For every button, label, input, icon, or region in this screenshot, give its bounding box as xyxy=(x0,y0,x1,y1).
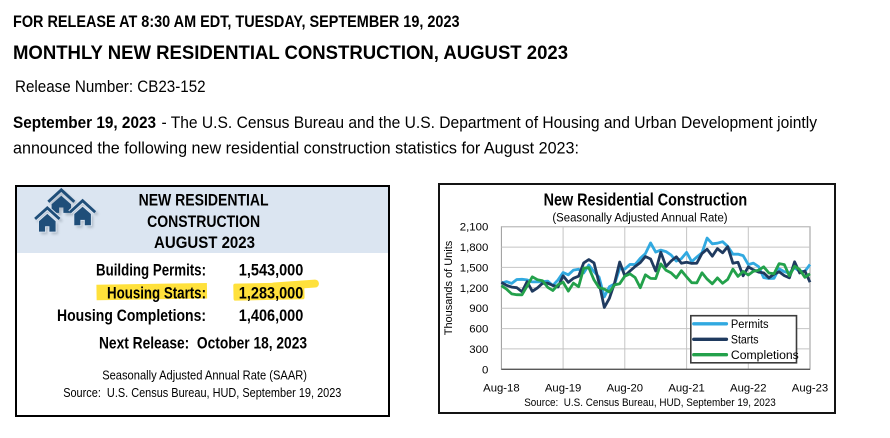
svg-text:Thousands of Units: Thousands of Units xyxy=(443,240,455,335)
svg-text:Next Release: October 18, 202: Next Release: October 18, 2023 xyxy=(99,335,307,353)
svg-text:Housing Completions:: Housing Completions: xyxy=(57,307,206,325)
svg-text:NEW RESIDENTIAL: NEW RESIDENTIAL xyxy=(139,190,269,209)
svg-text:Aug-18: Aug-18 xyxy=(483,382,519,394)
svg-text:Starts: Starts xyxy=(731,333,759,347)
svg-text:(Seasonally Adjusted Annual Ra: (Seasonally Adjusted Annual Rate) xyxy=(552,210,727,224)
svg-text:Aug-20: Aug-20 xyxy=(607,382,643,394)
svg-text:1,543,000: 1,543,000 xyxy=(239,262,304,280)
svg-text:1,800: 1,800 xyxy=(460,242,489,254)
svg-text:- The U.S. Census Bureau and t: - The U.S. Census Bureau and the U.S. De… xyxy=(162,114,818,132)
svg-text:Aug-23: Aug-23 xyxy=(792,382,828,394)
svg-text:1,200: 1,200 xyxy=(460,283,489,295)
svg-text:1,500: 1,500 xyxy=(460,262,489,274)
svg-text:0: 0 xyxy=(482,364,488,376)
svg-text:Source: U.S. Census Bureau, H: Source: U.S. Census Bureau, HUD, Septemb… xyxy=(524,397,776,409)
svg-text:Aug-21: Aug-21 xyxy=(668,382,704,394)
svg-text:1,283,000: 1,283,000 xyxy=(239,284,304,302)
svg-text:600: 600 xyxy=(469,324,488,336)
svg-text:Aug-22: Aug-22 xyxy=(730,382,766,394)
svg-text:AUGUST 2023: AUGUST 2023 xyxy=(154,233,255,252)
svg-text:MONTHLY NEW RESIDENTIAL CONSTR: MONTHLY NEW RESIDENTIAL CONSTRUCTION, AU… xyxy=(13,42,568,64)
svg-text:FOR RELEASE AT 8:30 AM EDT, TU: FOR RELEASE AT 8:30 AM EDT, TUESDAY, SEP… xyxy=(13,13,460,31)
svg-text:2,100: 2,100 xyxy=(460,222,489,234)
svg-text:CONSTRUCTION: CONSTRUCTION xyxy=(147,212,260,231)
svg-text:announced the following new re: announced the following new residential … xyxy=(13,140,579,158)
svg-text:Source: U.S. Census Bureau, H: Source: U.S. Census Bureau, HUD, Septemb… xyxy=(63,385,341,400)
svg-text:Permits: Permits xyxy=(731,317,769,331)
svg-text:Housing Starts:: Housing Starts: xyxy=(107,284,206,302)
svg-text:Completions: Completions xyxy=(731,348,799,362)
svg-text:Release Number: CB23-152: Release Number: CB23-152 xyxy=(15,78,206,96)
svg-text:Aug-19: Aug-19 xyxy=(545,382,581,394)
svg-text:New Residential Construction: New Residential Construction xyxy=(544,189,748,209)
svg-text:900: 900 xyxy=(469,303,488,315)
svg-text:Building Permits:: Building Permits: xyxy=(96,262,206,280)
svg-text:Seasonally Adjusted Annual Rat: Seasonally Adjusted Annual Rate (SAAR) xyxy=(102,367,307,382)
svg-text:300: 300 xyxy=(469,344,488,356)
svg-text:1,406,000: 1,406,000 xyxy=(239,307,304,325)
svg-text:September 19, 2023: September 19, 2023 xyxy=(13,114,156,132)
